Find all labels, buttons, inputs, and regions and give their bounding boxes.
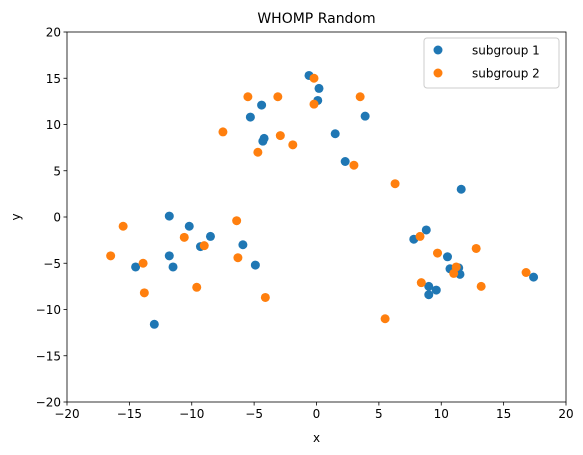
data-point xyxy=(233,253,243,263)
data-point xyxy=(424,281,434,291)
data-point xyxy=(106,251,116,261)
data-point xyxy=(451,262,461,272)
x-tick-label: −20 xyxy=(54,407,79,421)
data-point xyxy=(164,251,174,261)
data-point xyxy=(260,292,270,302)
x-axis-label: x xyxy=(313,431,320,445)
data-point xyxy=(471,243,481,253)
series-2 xyxy=(106,73,531,324)
y-axis-label: y xyxy=(9,213,23,220)
data-point xyxy=(476,281,486,291)
data-point xyxy=(431,285,441,295)
legend-label: subgroup 2 xyxy=(472,67,540,81)
data-point xyxy=(314,83,324,93)
data-point xyxy=(273,92,283,102)
data-point xyxy=(250,260,260,270)
y-tick-label: −10 xyxy=(36,303,61,317)
axes: −20 −15 −10 −5 0 5 10 15 20 −20 −15 −10 −5 0 5 10 15 20 xyxy=(36,26,574,422)
data-point xyxy=(118,221,128,231)
x-tick-label: 20 xyxy=(558,407,573,421)
legend-box xyxy=(423,37,560,89)
legend-label: subgroup 1 xyxy=(472,44,540,58)
chart-title: WHOMP Random xyxy=(257,11,375,27)
data-point xyxy=(218,127,228,137)
data-point xyxy=(138,258,148,268)
data-point xyxy=(442,252,452,262)
data-point xyxy=(330,129,340,139)
x-tick-label: 10 xyxy=(434,407,449,421)
y-tick-label: 10 xyxy=(46,118,61,132)
y-tick-label: 5 xyxy=(53,164,61,178)
data-point xyxy=(521,268,531,277)
y-tick-label: −5 xyxy=(43,257,61,271)
data-point xyxy=(390,179,400,189)
data-point xyxy=(131,262,141,272)
data-point xyxy=(309,73,319,83)
x-tick-label: −5 xyxy=(245,407,263,421)
data-point xyxy=(360,111,370,121)
legend: subgroup 1 subgroup 2 xyxy=(423,37,560,89)
data-point xyxy=(380,314,390,324)
data-point xyxy=(349,160,359,170)
y-tick-label: −20 xyxy=(36,396,61,410)
data-point xyxy=(243,92,253,102)
data-point xyxy=(415,231,425,241)
y-tick-label: 15 xyxy=(46,72,61,86)
data-point xyxy=(253,147,263,157)
data-point xyxy=(309,99,319,109)
data-point xyxy=(139,288,149,298)
legend-marker xyxy=(433,68,443,78)
y-tick-label: 20 xyxy=(46,26,61,40)
data-point xyxy=(421,225,431,235)
data-point xyxy=(355,92,365,102)
data-point xyxy=(205,231,215,241)
plot-area xyxy=(106,70,539,329)
data-point xyxy=(424,290,434,300)
data-point xyxy=(529,272,539,282)
data-point xyxy=(149,319,159,329)
data-point xyxy=(257,100,267,110)
y-tick-label: 0 xyxy=(53,211,61,225)
data-point xyxy=(179,232,189,242)
data-point xyxy=(168,262,178,272)
data-point xyxy=(456,184,466,194)
x-tick-label: −10 xyxy=(179,407,204,421)
x-tick-label: 5 xyxy=(375,407,383,421)
data-point xyxy=(199,241,209,251)
data-point xyxy=(275,131,285,141)
data-point xyxy=(245,112,255,122)
data-point xyxy=(288,140,298,150)
data-point xyxy=(232,216,242,226)
data-point xyxy=(340,157,350,166)
data-point xyxy=(433,248,443,258)
x-tick-label: 15 xyxy=(496,407,511,421)
x-tick-label: 0 xyxy=(313,407,321,421)
data-point xyxy=(192,282,202,292)
data-point xyxy=(164,211,174,221)
data-point xyxy=(416,278,426,288)
legend-marker xyxy=(433,45,443,55)
x-tick-label: −15 xyxy=(117,407,142,421)
y-tick-label: −15 xyxy=(36,349,61,363)
data-point xyxy=(184,221,194,231)
data-point xyxy=(259,133,269,143)
data-point xyxy=(238,240,248,250)
